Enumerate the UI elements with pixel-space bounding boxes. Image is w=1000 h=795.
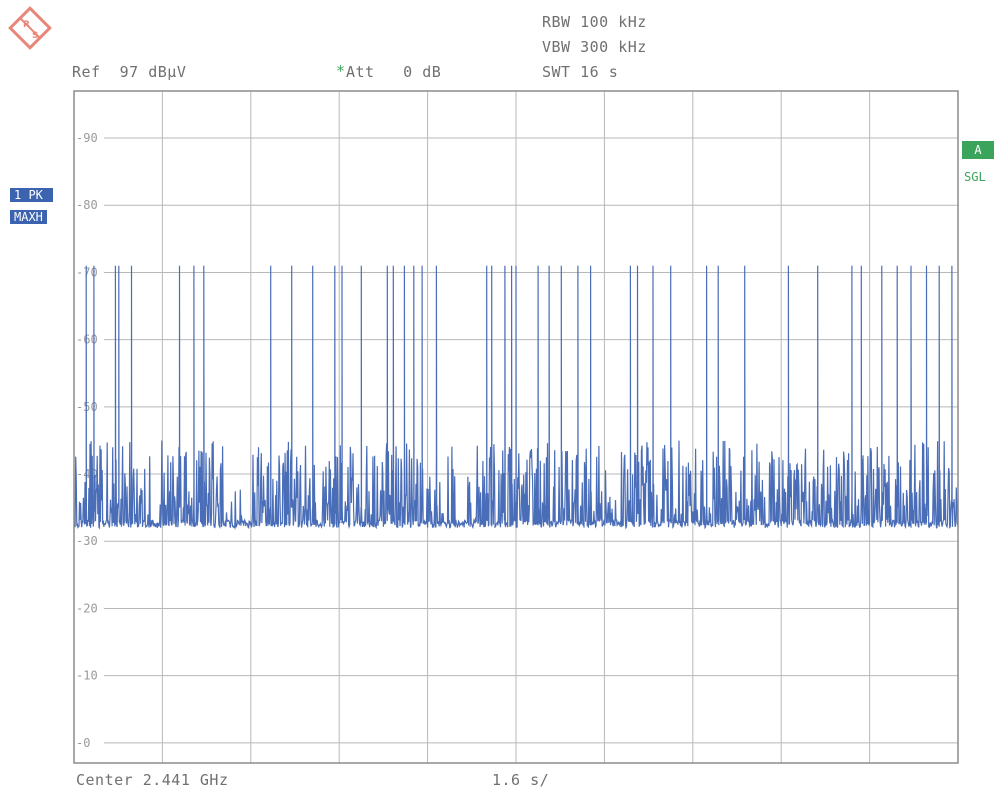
y-tick-label: -30 <box>76 534 98 548</box>
y-tick-label: -80 <box>76 198 98 212</box>
y-tick-label: -0 <box>76 736 90 750</box>
spectrum-trace <box>74 266 958 528</box>
y-tick-label: -90 <box>76 131 98 145</box>
chart-grid <box>104 91 958 763</box>
center-frequency: Center 2.441 GHz <box>76 771 229 789</box>
y-tick-label: -20 <box>76 601 98 615</box>
time-per-division: 1.6 s/ <box>492 771 549 789</box>
y-tick-label: -10 <box>76 669 98 683</box>
